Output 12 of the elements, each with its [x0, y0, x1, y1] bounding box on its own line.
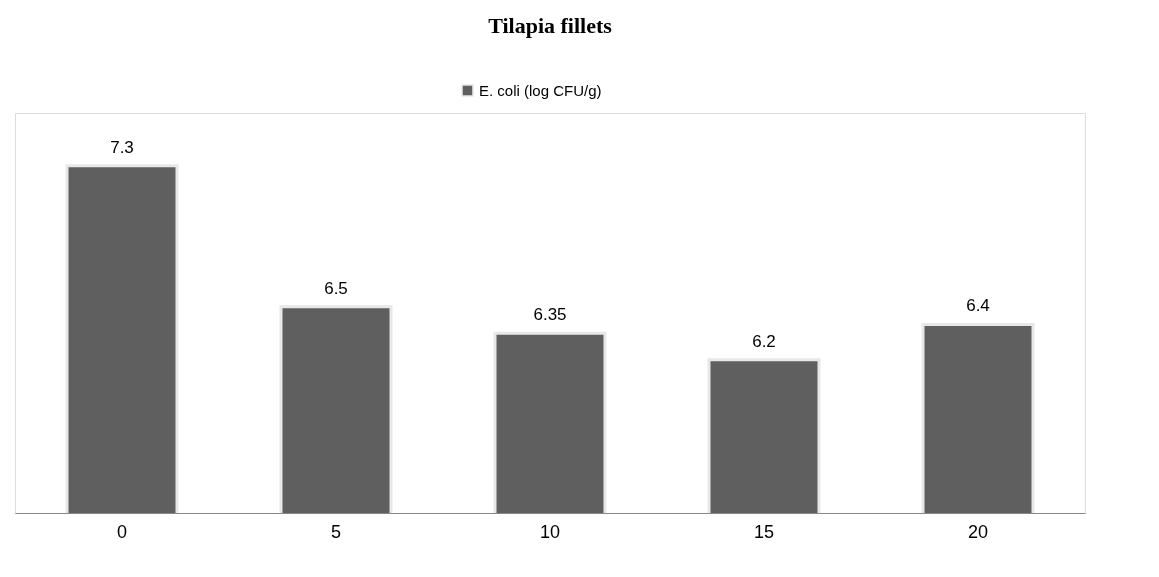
x-tick-label: 10 — [539, 521, 561, 542]
legend-label: E. coli (log CFU/g) — [479, 81, 602, 99]
chart-title: Tilapia fillets — [488, 13, 613, 38]
x-tick-label: 15 — [753, 521, 775, 542]
x-tick-label: 0 — [116, 521, 128, 542]
data-label: 7.3 — [110, 137, 134, 157]
x-tick-label: 20 — [967, 521, 989, 542]
data-label: 6.35 — [533, 305, 567, 325]
data-label: 6.2 — [752, 331, 776, 351]
x-tick-label: 5 — [330, 521, 342, 542]
data-label: 6.4 — [966, 296, 990, 316]
data-label: 6.5 — [324, 278, 348, 298]
